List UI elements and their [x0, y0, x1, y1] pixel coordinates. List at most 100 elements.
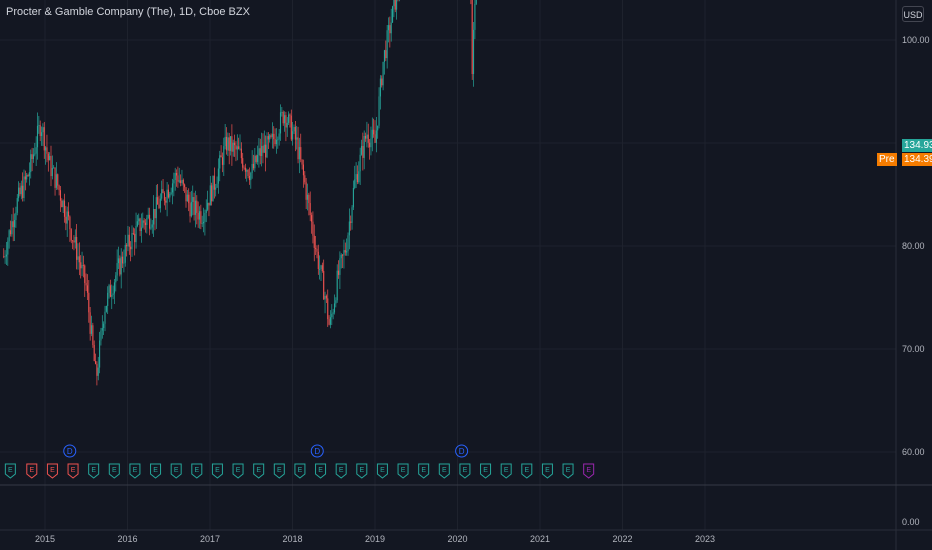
earnings-label: E	[50, 467, 55, 474]
candle-body	[220, 155, 222, 158]
candle-body	[265, 144, 267, 158]
candle-body	[31, 154, 33, 160]
candle-body	[356, 174, 358, 183]
earnings-marker	[46, 463, 58, 479]
candle-body	[155, 197, 157, 219]
earnings-marker	[191, 463, 203, 479]
candle-body	[305, 182, 307, 200]
candle-body	[82, 264, 84, 266]
candle-body	[78, 256, 80, 263]
candle-body	[81, 264, 83, 269]
candle-body	[58, 185, 60, 191]
earnings-label: E	[153, 467, 158, 474]
candle-body	[362, 145, 364, 158]
candle-body	[57, 174, 59, 186]
candle-body	[332, 312, 334, 314]
candle-body	[316, 248, 318, 252]
candle-body	[342, 254, 344, 256]
candle-body	[298, 147, 300, 160]
candle-body	[270, 135, 272, 137]
candle-body	[32, 154, 34, 160]
dividend-marker	[310, 444, 324, 458]
candle-body	[153, 208, 155, 225]
earnings-marker	[438, 463, 450, 479]
candle-body	[19, 187, 21, 195]
candle-body	[116, 263, 118, 276]
candle-body	[338, 270, 340, 275]
candle-body	[173, 180, 175, 184]
earnings-label: E	[112, 467, 117, 474]
candle-body	[196, 200, 198, 213]
candle-body	[234, 142, 236, 146]
candle-body	[247, 170, 249, 176]
candle-body	[9, 230, 12, 235]
candle-body	[143, 220, 145, 223]
candle-body	[5, 254, 7, 257]
dividend-label: D	[314, 447, 320, 456]
candle-body	[369, 142, 371, 148]
candle-body	[109, 285, 111, 297]
candle-body	[257, 155, 259, 162]
candle-body	[370, 138, 372, 148]
earnings-label: E	[174, 467, 179, 474]
candle-body	[377, 125, 379, 131]
candle-body	[381, 78, 383, 86]
candle-body	[151, 224, 153, 228]
candle-body	[176, 172, 178, 176]
candle-body	[205, 209, 207, 213]
candle-body	[122, 256, 124, 264]
candle-body	[211, 185, 213, 202]
candle-body	[324, 295, 326, 300]
candle-body	[207, 202, 209, 210]
candle-body	[139, 218, 141, 232]
candle-body	[258, 148, 260, 156]
candle-body	[246, 170, 248, 172]
earnings-label: E	[339, 467, 344, 474]
candle-body	[159, 198, 161, 209]
candle-body	[473, 29, 475, 75]
candle-body	[131, 232, 133, 250]
x-tick-label: 2021	[530, 534, 550, 544]
earnings-marker	[315, 463, 327, 479]
candle-body	[61, 200, 63, 208]
candle-body	[366, 134, 368, 139]
candle-body	[309, 203, 311, 216]
earnings-marker	[335, 463, 347, 479]
earnings-label: E	[277, 467, 282, 474]
candle-body	[348, 221, 350, 236]
candle-body	[38, 125, 40, 127]
x-tick-label: 2022	[612, 534, 632, 544]
earnings-marker	[356, 463, 368, 479]
candle-body	[15, 212, 17, 220]
candle-body	[346, 251, 348, 253]
candle-body	[117, 258, 120, 264]
candle-body	[190, 201, 192, 217]
candle-body	[297, 137, 299, 160]
earnings-marker	[273, 463, 285, 479]
candle-body	[304, 175, 306, 183]
grid-lines	[0, 0, 896, 530]
candle-body	[365, 135, 367, 139]
candle-body	[293, 126, 295, 132]
candle-body	[350, 221, 352, 223]
candle-body	[371, 129, 373, 139]
candle-body	[186, 194, 188, 202]
candle-body	[216, 183, 218, 188]
candle-body	[213, 175, 215, 190]
candle-body	[192, 197, 194, 202]
currency-button[interactable]: USD	[902, 6, 924, 22]
candle-body	[359, 154, 361, 172]
earnings-label: E	[194, 467, 199, 474]
candle-body	[74, 236, 76, 243]
candle-body	[12, 221, 14, 228]
candle-body	[331, 313, 333, 318]
earnings-marker	[232, 463, 244, 479]
candle-body	[200, 211, 202, 224]
candle-body	[194, 200, 196, 215]
candle-body	[352, 187, 354, 208]
candle-body	[296, 137, 298, 140]
candle-body	[59, 190, 61, 201]
candle-body	[282, 112, 284, 124]
candle-body	[11, 221, 13, 235]
